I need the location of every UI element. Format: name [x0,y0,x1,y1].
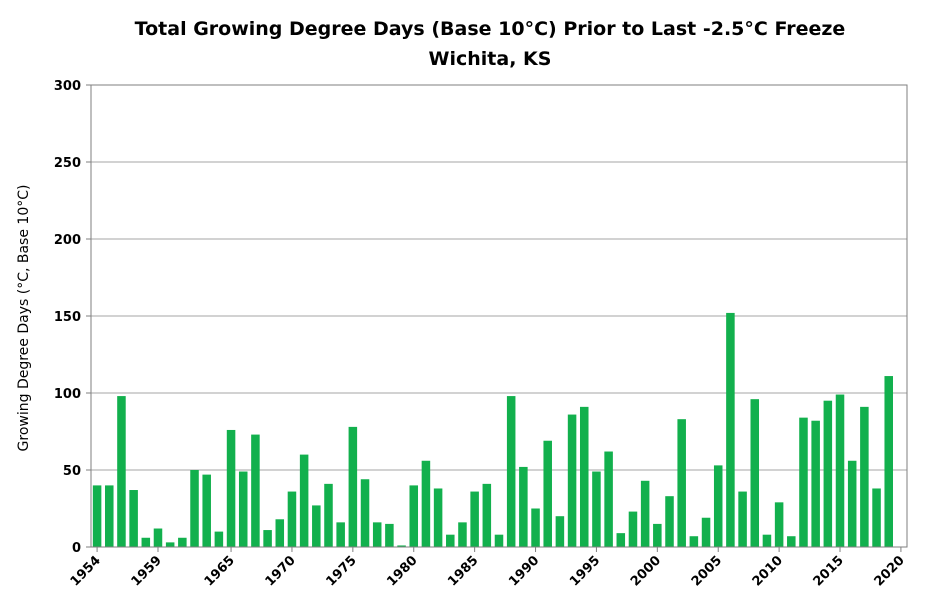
bar-1955 [105,485,114,547]
bar-1965 [226,429,236,547]
bar-1973 [324,483,333,547]
bar-1968 [263,530,272,547]
bar-1982 [433,488,443,547]
bar-1990 [531,508,540,547]
bar-1961 [178,537,187,547]
bar-1997 [616,533,626,547]
bar-1960 [165,542,175,547]
bar-1964 [214,531,224,547]
bar-1996 [604,451,613,547]
bar-1994 [579,406,589,547]
bar-2006 [726,312,735,547]
y-tick-label: 300 [54,79,81,94]
bar-2010 [774,502,784,547]
chart-title: Total Growing Degree Days (Base 10°C) Pr… [135,18,846,40]
bar-1975 [348,426,358,547]
y-tick-label: 150 [54,310,81,325]
bar-1991 [543,440,552,547]
y-tick-label: 200 [54,233,81,248]
bar-2009 [762,534,772,547]
bar-1966 [238,471,248,547]
bar-1986 [482,483,492,547]
bar-1992 [555,516,565,547]
bar-2002 [677,419,686,547]
bar-2018 [872,488,881,547]
bar-1954 [92,485,102,547]
bar-1972 [312,505,321,547]
y-tick-label: 100 [54,387,81,402]
bar-2011 [787,536,796,547]
bar-2005 [713,465,723,547]
bar-2004 [701,517,711,547]
bar-1970 [287,491,297,547]
y-tick-label: 0 [72,541,81,556]
bar-1999 [640,480,650,547]
bar-1978 [385,523,394,547]
bar-1995 [592,471,601,547]
bar-1984 [458,522,467,547]
bar-1969 [275,519,285,547]
bar-1959 [153,528,163,547]
bar-1962 [190,470,199,547]
bar-1963 [202,474,211,547]
chart-subtitle: Wichita, KS [429,48,552,70]
bar-2001 [665,496,674,547]
gridlines [91,161,907,471]
bar-2014 [823,400,833,547]
bar-1980 [409,485,419,547]
bar-1998 [628,511,638,547]
bar-1974 [336,522,345,547]
bar-2017 [860,406,869,547]
bar-1981 [421,460,431,547]
bar-1958 [141,537,151,547]
bar-1957 [129,490,138,547]
bar-1967 [251,434,260,547]
bar-1977 [372,522,382,547]
y-tick-label: 250 [54,156,81,171]
bar-1976 [360,479,370,547]
bar-1993 [567,414,577,547]
bar-2007 [738,491,747,547]
bar-2016 [847,460,857,547]
y-tick-label: 50 [63,464,81,479]
bar-2000 [653,523,662,547]
bar-1983 [446,534,455,547]
bar-1971 [299,454,309,547]
bar-2008 [750,399,760,547]
bar-2019 [884,376,893,547]
bar-2015 [835,394,845,547]
y-axis-ticks: 0 50 100 150 200 250 300 [54,79,91,556]
bar-2003 [689,536,699,547]
bar-2012 [799,417,808,547]
bar-2013 [811,420,820,547]
bar-1956 [117,396,126,547]
bar-1985 [470,491,479,547]
bar-1987 [494,534,504,547]
y-axis-label: Growing Degree Days (°C, Base 10°C) [16,185,32,452]
bar-1989 [519,466,528,547]
bar-1979 [397,545,406,547]
bar-1988 [506,396,516,547]
bar-series [92,312,893,547]
